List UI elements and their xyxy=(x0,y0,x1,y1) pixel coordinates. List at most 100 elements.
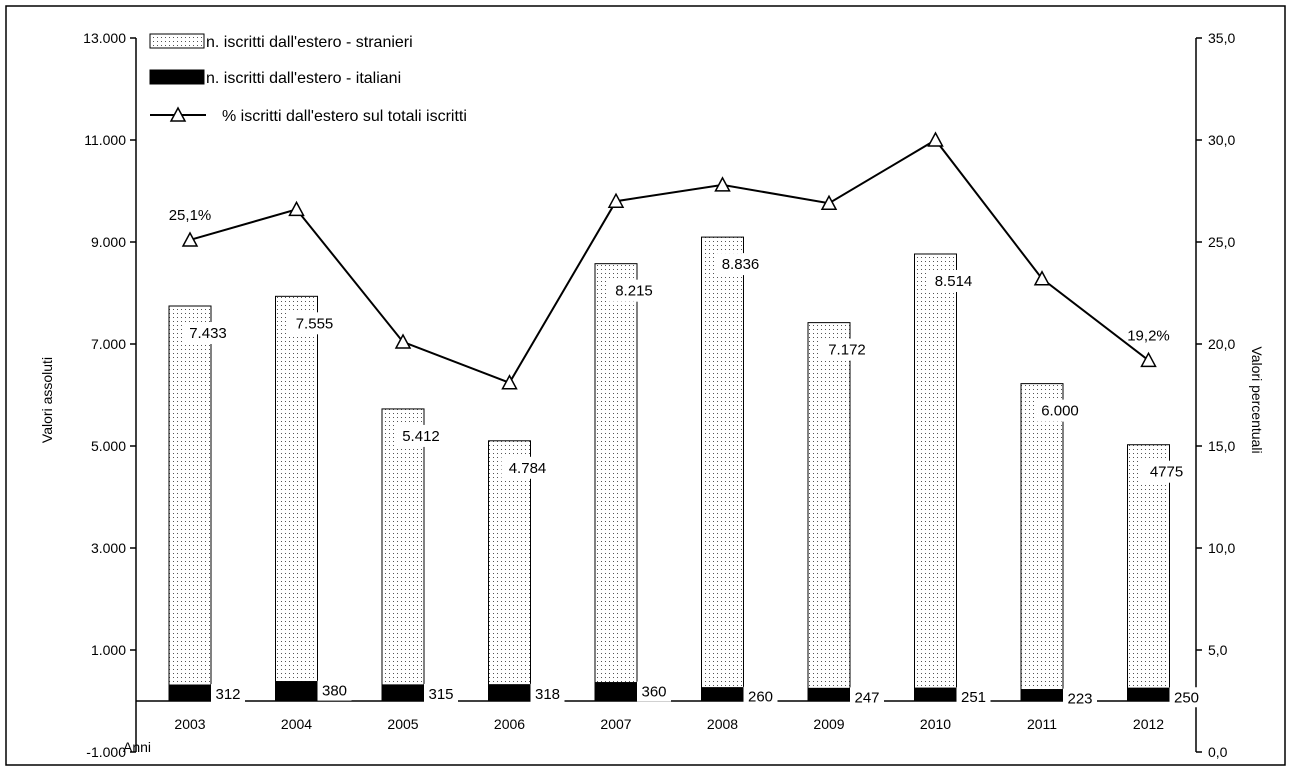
legend-label-percent: % iscritti dall'estero sul totali iscrit… xyxy=(222,108,467,125)
data-label-stranieri: 8.215 xyxy=(615,283,653,300)
data-label-bg xyxy=(424,683,458,704)
data-label-italiani: 315 xyxy=(428,686,453,703)
x-tick-label: 2010 xyxy=(920,716,951,732)
right-tick-label: 30,0 xyxy=(1208,132,1235,148)
percent-marker xyxy=(1140,351,1157,368)
data-label-italiani: 251 xyxy=(961,689,986,706)
right-tick-label: 0,0 xyxy=(1208,744,1228,760)
data-label-bg xyxy=(317,680,352,701)
data-label-stranieri: 7.172 xyxy=(828,342,866,359)
data-label-italiani: 360 xyxy=(641,684,666,701)
data-label-bg xyxy=(821,338,873,361)
data-label-italiani: 247 xyxy=(854,689,879,706)
data-label-bg xyxy=(743,686,778,707)
bar-italiani xyxy=(1020,689,1064,702)
right-tick-label: 35,0 xyxy=(1208,30,1235,46)
bar-italiani xyxy=(275,681,318,702)
data-label-bg xyxy=(530,683,565,704)
data-label-stranieri: 6.000 xyxy=(1041,403,1079,420)
left-tick-label: 3.000 xyxy=(91,540,126,556)
bar-italiani xyxy=(381,684,425,702)
data-label-bg xyxy=(1169,687,1204,708)
x-tick-label: 2005 xyxy=(387,716,418,732)
data-label-bg xyxy=(956,687,991,708)
data-label-italiani: 250 xyxy=(1174,689,1199,706)
data-label-stranieri: 8.514 xyxy=(935,273,973,290)
bar-italiani xyxy=(701,687,744,702)
legend-swatch-stranieri xyxy=(149,33,205,49)
legend-marker-percent xyxy=(169,106,187,122)
data-label-stranieri: 7.433 xyxy=(189,325,227,342)
bar-stranieri xyxy=(275,295,318,683)
left-tick-label: 7.000 xyxy=(91,336,126,352)
left-tick-label: 1.000 xyxy=(91,642,126,658)
data-label-italiani: 260 xyxy=(748,689,773,706)
bar-stranieri xyxy=(701,236,744,689)
bar-italiani xyxy=(914,687,957,702)
data-label-stranieri: 5.412 xyxy=(402,428,440,445)
bar-italiani xyxy=(594,682,638,702)
data-label-bg xyxy=(182,322,234,345)
bar-italiani xyxy=(488,684,531,702)
left-tick-label: 13.000 xyxy=(83,30,126,46)
data-label-bg xyxy=(714,253,767,276)
percent-data-label: 19,2% xyxy=(1127,327,1170,344)
left-axis-title: Valori assoluti xyxy=(39,357,55,443)
x-tick-label: 2003 xyxy=(174,716,205,732)
chart-border xyxy=(5,5,1286,766)
bar-stranieri xyxy=(168,305,212,686)
right-tick-label: 25,0 xyxy=(1208,234,1235,250)
x-tick-label: 2008 xyxy=(707,716,738,732)
x-tick-label: 2009 xyxy=(813,716,844,732)
percent-line xyxy=(189,138,1150,384)
legend-swatch-italiani xyxy=(149,69,205,85)
bar-stranieri xyxy=(807,322,851,689)
bar-stranieri xyxy=(594,263,638,684)
data-label-bg xyxy=(927,269,980,292)
data-label-bg xyxy=(1063,688,1097,709)
x-tick-label: 2011 xyxy=(1027,716,1057,732)
data-label-stranieri: 7.555 xyxy=(296,315,334,332)
x-axis-title: Anni xyxy=(123,739,151,755)
percent-marker xyxy=(288,200,305,217)
percent-marker xyxy=(501,374,518,390)
data-label-italiani: 380 xyxy=(322,683,347,700)
bar-italiani xyxy=(168,684,212,702)
left-tick-label: 9.000 xyxy=(91,234,126,250)
x-tick-label: 2006 xyxy=(494,716,525,732)
x-tick-label: 2007 xyxy=(600,716,631,732)
percent-marker xyxy=(714,176,731,192)
data-label-bg xyxy=(501,456,554,479)
percent-marker xyxy=(1033,270,1051,286)
percent-marker xyxy=(927,131,944,147)
right-tick-label: 5,0 xyxy=(1208,642,1228,658)
percent-marker xyxy=(820,194,838,210)
left-tick-label: 11.000 xyxy=(84,132,126,148)
data-label-stranieri: 4775 xyxy=(1150,464,1183,481)
data-label-bg xyxy=(288,312,341,335)
data-label-italiani: 223 xyxy=(1067,691,1092,708)
bar-italiani xyxy=(1127,687,1170,702)
bar-italiani xyxy=(807,687,851,702)
data-label-stranieri: 8.836 xyxy=(722,256,760,273)
right-tick-label: 10,0 xyxy=(1208,540,1235,556)
legend-label-stranieri: n. iscritti dall'estero - stranieri xyxy=(206,34,413,51)
legend-label-italiani: n. iscritti dall'estero - italiani xyxy=(206,70,401,87)
bar-stranieri xyxy=(1020,383,1064,691)
percent-marker xyxy=(181,231,199,247)
percent-data-label: 25,1% xyxy=(169,207,212,224)
bar-stranieri xyxy=(381,408,425,686)
data-label-bg xyxy=(850,687,884,708)
data-label-bg xyxy=(395,424,447,447)
data-label-bg xyxy=(211,684,245,705)
left-tick-label: -1.000 xyxy=(86,744,126,760)
x-tick-label: 2004 xyxy=(281,716,312,732)
x-tick-label: 2012 xyxy=(1133,716,1164,732)
data-label-stranieri: 4.784 xyxy=(509,460,547,477)
left-tick-label: 5.000 xyxy=(91,438,126,454)
right-tick-label: 15,0 xyxy=(1208,438,1235,454)
bar-stranieri xyxy=(914,253,957,689)
data-label-bg xyxy=(1034,399,1086,422)
